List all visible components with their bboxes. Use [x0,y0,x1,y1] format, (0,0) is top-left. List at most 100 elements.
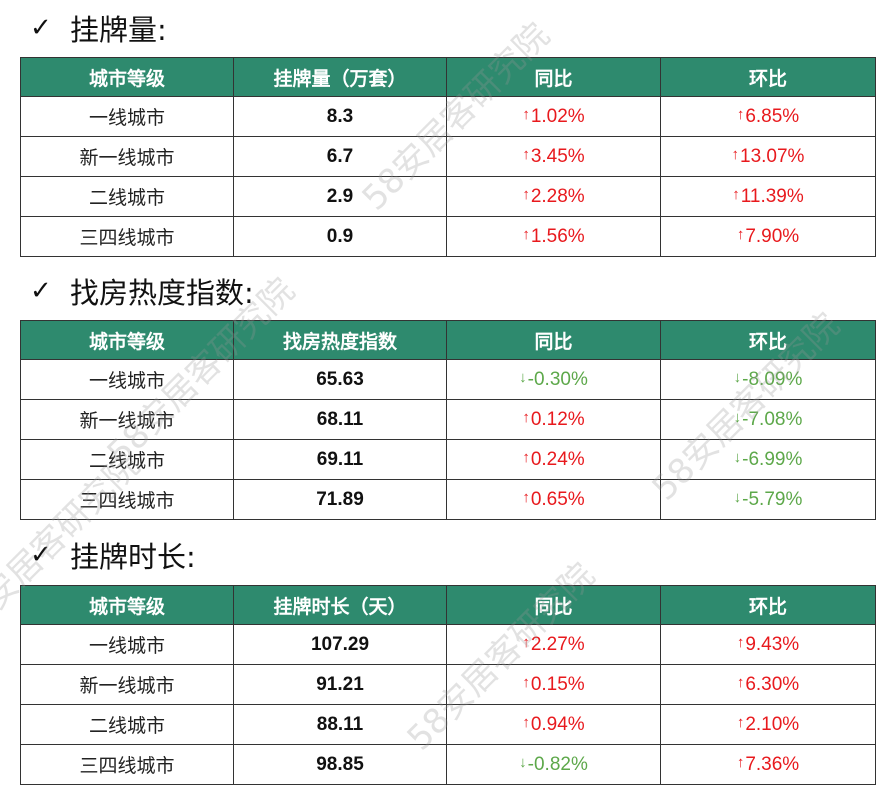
yoy-percent: 0.24% [530,449,585,470]
mom-percent: 6.85% [745,106,800,127]
arrow-up-icon: ↑ [522,409,530,426]
yoy-cell: ↓-0.30% [446,359,661,400]
value-cell: 6.7 [233,136,447,177]
value-cell: 88.11 [233,704,447,745]
yoy-change: ↑0.65% [522,489,584,510]
mom-change: ↓-7.08% [734,409,803,430]
yoy-change: ↑0.15% [522,674,584,695]
table-row: 二线城市 69.11 ↑0.24% ↓-6.99% [20,439,876,480]
mom-cell: ↑7.90% [660,216,876,257]
header-yoy: 同比 [446,320,661,360]
yoy-change: ↑1.02% [522,106,584,127]
mom-percent: 7.90% [745,226,800,247]
header-yoy: 同比 [446,57,661,97]
table-row: 二线城市 2.9 ↑2.28% ↑11.39% [20,176,876,217]
mom-cell: ↑7.36% [660,744,876,785]
mom-percent: 13.07% [740,146,805,167]
yoy-percent: -0.30% [527,369,588,390]
yoy-cell: ↑0.65% [446,479,661,520]
mom-cell: ↑2.10% [660,704,876,745]
value-cell: 91.21 [233,664,447,705]
section-title-text: 找房热度指数: [70,276,254,310]
arrow-up-icon: ↑ [732,186,740,203]
yoy-cell: ↑1.02% [446,96,661,137]
arrow-up-icon: ↑ [522,226,530,243]
table-row: 新一线城市 91.21 ↑0.15% ↑6.30% [20,664,876,705]
mom-change: ↑7.36% [737,754,799,775]
listings-table: 城市等级 挂牌量（万套） 同比 环比 一线城市 8.3 ↑1.02% ↑6.85% 新一… [20,57,876,257]
arrow-down-icon: ↓ [733,449,742,466]
arrow-up-icon: ↑ [522,146,530,163]
mom-cell: ↓-5.79% [660,479,876,520]
city-level-cell: 二线城市 [20,439,234,480]
yoy-percent: 0.94% [530,714,585,735]
mom-cell: ↑11.39% [660,176,876,217]
arrow-down-icon: ↓ [733,489,742,506]
city-level-cell: 三四线城市 [20,216,234,257]
yoy-change: ↑3.45% [522,146,584,167]
table-header-row: 城市等级 挂牌时长（天） 同比 环比 [20,585,876,625]
arrow-up-icon: ↑ [736,754,745,771]
value-cell: 68.11 [233,399,447,440]
table-row: 一线城市 8.3 ↑1.02% ↑6.85% [20,96,876,137]
listing-duration-table: 城市等级 挂牌时长（天） 同比 环比 一线城市 107.29 ↑2.27% ↑9.43… [20,585,876,785]
mom-percent: 2.10% [745,714,800,735]
header-city-level: 城市等级 [20,320,234,360]
city-level-cell: 三四线城市 [20,479,234,520]
header-value: 挂牌量（万套） [233,57,447,97]
value-cell: 8.3 [233,96,447,137]
heat-index-table: 城市等级 找房热度指数 同比 环比 一线城市 65.63 ↓-0.30% ↓-8.09… [20,320,876,520]
yoy-percent: 0.65% [530,489,585,510]
arrow-up-icon: ↑ [522,714,530,731]
arrow-up-icon: ↑ [736,226,745,243]
arrow-up-icon: ↑ [522,674,530,691]
yoy-percent: 3.45% [530,146,585,167]
table-header-row: 城市等级 找房热度指数 同比 环比 [20,320,876,360]
mom-cell: ↑6.85% [660,96,876,137]
header-mom: 环比 [660,320,876,360]
table-row: 一线城市 65.63 ↓-0.30% ↓-8.09% [20,359,876,400]
mom-percent: -5.79% [742,489,803,510]
yoy-change: ↑0.94% [522,714,584,735]
mom-cell: ↓-6.99% [660,439,876,480]
yoy-percent: 1.56% [530,226,585,247]
city-level-cell: 新一线城市 [20,136,234,177]
mom-percent: -8.09% [742,369,803,390]
yoy-change: ↑0.24% [522,449,584,470]
mom-cell: ↓-7.08% [660,399,876,440]
value-cell: 2.9 [233,176,447,217]
value-cell: 107.29 [233,624,447,665]
city-level-cell: 一线城市 [20,359,234,400]
header-mom: 环比 [660,585,876,625]
value-cell: 69.11 [233,439,447,480]
mom-change: ↑11.39% [732,186,804,207]
mom-cell: ↑13.07% [660,136,876,177]
yoy-change: ↑2.28% [522,186,584,207]
table-row: 一线城市 107.29 ↑2.27% ↑9.43% [20,624,876,665]
table-row: 三四线城市 71.89 ↑0.65% ↓-5.79% [20,479,876,520]
header-value: 找房热度指数 [233,320,447,360]
arrow-down-icon: ↓ [519,369,527,386]
mom-cell: ↑9.43% [660,624,876,665]
header-mom: 环比 [660,57,876,97]
arrow-up-icon: ↑ [522,186,530,203]
mom-percent: -7.08% [742,409,803,430]
mom-change: ↓-5.79% [734,489,803,510]
header-value: 挂牌时长（天） [233,585,447,625]
arrow-down-icon: ↓ [733,369,742,386]
arrow-up-icon: ↑ [736,106,745,123]
checkmark-icon: ✓ [30,276,52,306]
section-title-text: 挂牌时长: [70,540,196,574]
arrow-up-icon: ↑ [522,449,530,466]
mom-percent: 9.43% [745,634,800,655]
mom-change: ↑13.07% [732,146,805,167]
yoy-percent: -0.82% [527,754,588,775]
mom-percent: 7.36% [745,754,800,775]
yoy-percent: 2.27% [530,634,585,655]
section-title-text: 挂牌量: [70,13,167,47]
city-level-cell: 二线城市 [20,704,234,745]
table-header-row: 城市等级 挂牌量（万套） 同比 环比 [20,57,876,97]
mom-percent: -6.99% [742,449,803,470]
yoy-cell: ↑0.15% [446,664,661,705]
mom-change: ↑6.85% [737,106,799,127]
